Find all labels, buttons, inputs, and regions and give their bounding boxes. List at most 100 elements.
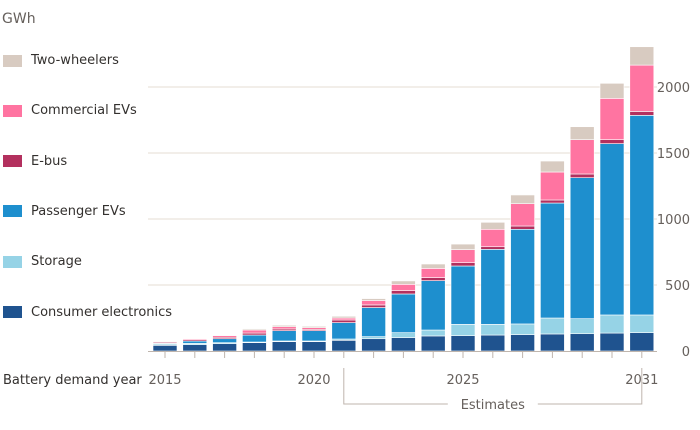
bar-segment — [331, 340, 357, 352]
bar-segment — [569, 177, 595, 319]
y-axis-unit: GWh — [2, 11, 36, 27]
legend-swatch — [3, 104, 22, 117]
bar-segment — [271, 326, 297, 330]
bar-segment — [450, 335, 476, 352]
bar-segment — [480, 324, 506, 336]
bar-segment — [480, 246, 506, 250]
bar-segment — [242, 334, 267, 343]
bar-segment — [540, 199, 565, 204]
bar-segment — [391, 337, 416, 352]
bar-segment — [510, 334, 535, 352]
bar-segment — [629, 46, 655, 66]
bar-segment — [599, 143, 625, 316]
bar-segment — [540, 333, 565, 352]
x-tick-label: 2020 — [297, 373, 330, 388]
y-tick-label: 1500 — [657, 147, 690, 162]
bar-segment — [361, 298, 386, 301]
legend-label: Consumer electronics — [31, 304, 173, 320]
bar-segment — [450, 265, 476, 325]
bar-segment — [391, 332, 416, 338]
legend-swatch — [3, 205, 22, 218]
bar-segment — [331, 322, 357, 340]
bar-segment — [361, 336, 386, 340]
y-tick-label: 500 — [665, 279, 690, 294]
legend-swatch — [3, 155, 22, 168]
estimates-label: Estimates — [461, 398, 525, 413]
bar-segment — [569, 173, 595, 178]
legend-swatch — [3, 306, 22, 318]
bar-segment — [599, 314, 625, 334]
bar-segment — [361, 307, 386, 337]
bar-segment — [540, 171, 565, 201]
bar-segment — [420, 277, 446, 281]
legend-label: Two-wheelers — [31, 53, 119, 68]
bar-segment — [242, 328, 267, 331]
legend-swatch — [3, 255, 22, 268]
bar-segment — [510, 194, 535, 204]
bar-segment — [271, 341, 297, 352]
bar-segment — [599, 139, 625, 144]
legend-item: Consumer electronics — [3, 305, 172, 320]
bar-segment — [599, 98, 625, 140]
bar-segment — [152, 345, 178, 352]
bar-segment — [450, 324, 476, 336]
legend-item: Commercial EVs — [3, 103, 137, 118]
bar-segment — [182, 340, 208, 344]
bar-segment — [569, 333, 595, 352]
bar-segment — [212, 343, 237, 352]
bar-segment — [301, 330, 327, 342]
bar-segment — [629, 314, 655, 333]
bar-segment — [331, 315, 357, 319]
bar-segment — [510, 228, 535, 325]
legend-item: E-bus — [3, 154, 67, 169]
bar-segment — [301, 326, 327, 328]
bar-segment — [301, 341, 327, 352]
y-tick-label: 1000 — [657, 213, 690, 228]
legend-label: Passenger EVs — [31, 203, 126, 219]
bar-segment — [361, 304, 386, 308]
bar-segment — [450, 249, 476, 263]
bar-segment — [629, 115, 655, 316]
bar-segment — [420, 329, 446, 337]
bar-segment — [391, 293, 416, 333]
x-tick-label: 2015 — [148, 373, 181, 388]
bar-segment — [450, 262, 476, 267]
estimates-bracket — [343, 368, 643, 405]
bar-segment — [242, 342, 267, 352]
bar-segment — [420, 335, 446, 352]
legend-item: Passenger EVs — [3, 204, 126, 219]
legend-item: Two-wheelers — [3, 53, 119, 68]
bar-segment — [420, 268, 446, 278]
bar-segment — [361, 338, 386, 352]
bar-segment — [629, 64, 655, 112]
legend-label: E-bus — [31, 153, 68, 169]
bar-segment — [510, 225, 535, 230]
bar-segment — [480, 228, 506, 248]
bar-segment — [569, 318, 595, 335]
bar-segment — [540, 160, 565, 173]
bar-segment — [420, 280, 446, 331]
y-tick-label: 0 — [682, 345, 690, 360]
legend-swatch — [3, 54, 22, 67]
y-tick-label: 2000 — [657, 81, 690, 96]
bar-segment — [182, 344, 208, 352]
bar-segment — [569, 126, 595, 140]
bar-segment — [420, 263, 446, 269]
bar-segment — [569, 139, 595, 175]
bar-segment — [599, 83, 625, 99]
bar-segment — [450, 243, 476, 250]
bar-segment — [212, 338, 237, 343]
x-axis-title: Battery demand year — [3, 373, 142, 388]
legend-item: Storage — [3, 254, 82, 269]
bar-segment — [271, 330, 297, 342]
bar-segment — [480, 222, 506, 230]
bar-segment — [540, 317, 565, 335]
bar-segment — [391, 284, 416, 291]
bar-segment — [271, 324, 297, 328]
bar-segment — [510, 323, 535, 335]
bar-segment — [540, 202, 565, 319]
bar-segment — [391, 280, 416, 285]
bar-segment — [212, 334, 237, 336]
x-tick-label: 2025 — [446, 373, 479, 388]
